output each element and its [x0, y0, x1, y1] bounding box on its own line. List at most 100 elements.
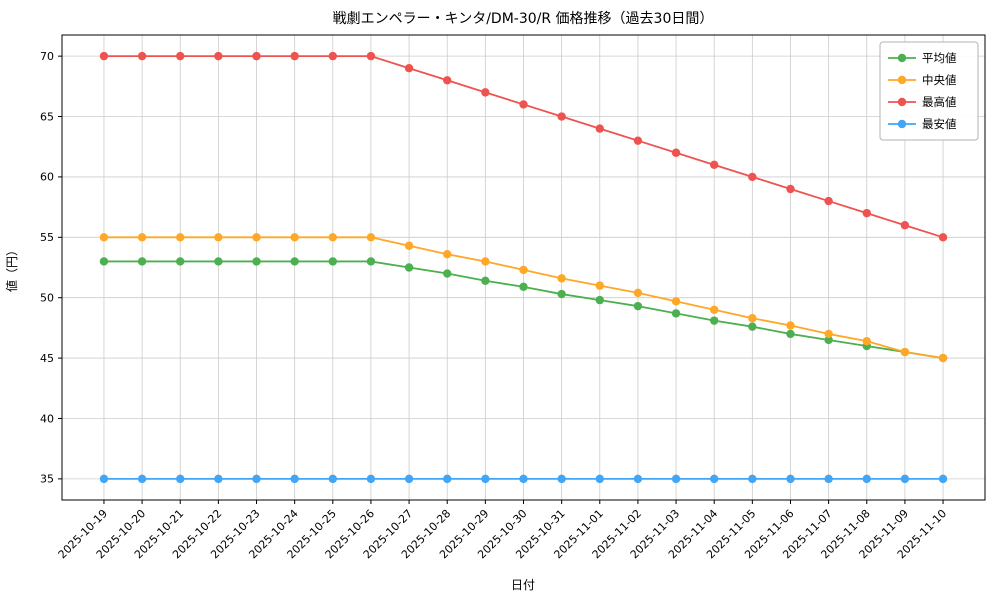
series-marker-平均値 — [557, 289, 566, 299]
series-marker-中央値 — [710, 305, 719, 314]
series-marker-中央値 — [633, 288, 643, 298]
series-marker-最高値 — [519, 100, 528, 109]
series-marker-中央値 — [481, 257, 490, 266]
series-marker-中央値 — [99, 233, 109, 242]
series-marker-最高値 — [900, 221, 910, 230]
legend-label: 中央値 — [922, 73, 957, 87]
legend-label: 最安値 — [922, 117, 957, 131]
series-marker-中央値 — [214, 233, 223, 242]
series-marker-平均値 — [595, 295, 604, 305]
series-marker-平均値 — [366, 257, 376, 266]
series-marker-最安値 — [938, 474, 948, 484]
y-tick-label: 50 — [40, 291, 54, 304]
series-marker-中央値 — [824, 329, 833, 339]
chart-dynamic-layer: 35404550556065702025-10-192025-10-202025… — [40, 34, 986, 561]
series-marker-最安値 — [137, 474, 147, 484]
series-marker-中央値 — [519, 265, 528, 275]
series-marker-最高値 — [214, 51, 223, 61]
series-marker-最高値 — [557, 112, 566, 121]
series-marker-最安値 — [99, 474, 109, 484]
series-marker-平均値 — [328, 257, 337, 266]
series-marker-最高値 — [328, 51, 337, 61]
series-marker-中央値 — [595, 281, 604, 290]
series-marker-最高値 — [366, 51, 376, 61]
series-marker-中央値 — [404, 241, 414, 250]
series-marker-平均値 — [519, 282, 528, 292]
series-marker-平均値 — [137, 257, 147, 266]
series-marker-平均値 — [824, 335, 833, 345]
series-marker-平均値 — [290, 257, 299, 266]
y-tick-label: 40 — [40, 412, 54, 425]
series-marker-最安値 — [252, 474, 261, 484]
series-marker-最安値 — [404, 474, 414, 484]
series-marker-平均値 — [214, 257, 223, 266]
series-marker-最安値 — [633, 474, 643, 484]
series-marker-最安値 — [214, 474, 223, 484]
series-marker-最高値 — [481, 88, 490, 97]
series-marker-平均値 — [252, 257, 261, 266]
series-marker-最高値 — [824, 196, 833, 206]
y-axis-label: 値（円） — [4, 244, 19, 292]
series-marker-最高値 — [252, 51, 261, 61]
series-marker-最安値 — [366, 474, 376, 484]
series-marker-平均値 — [710, 316, 719, 325]
series-marker-中央値 — [328, 233, 337, 242]
series-marker-最安値 — [748, 474, 757, 484]
series-marker-平均値 — [671, 309, 681, 318]
series-marker-平均値 — [99, 257, 109, 266]
series-marker-最高値 — [99, 51, 109, 61]
series-marker-中央値 — [366, 233, 376, 242]
series-marker-最高値 — [137, 51, 147, 61]
series-marker-最高値 — [671, 148, 681, 157]
series-marker-最安値 — [328, 474, 337, 484]
series-marker-最安値 — [595, 474, 604, 484]
series-marker-最高値 — [938, 233, 948, 242]
series-marker-中央値 — [176, 233, 185, 242]
series-marker-平均値 — [443, 269, 452, 278]
series-marker-最安値 — [519, 474, 528, 484]
legend-label: 最高値 — [922, 95, 957, 109]
x-axis-label: 日付 — [511, 578, 535, 592]
series-marker-最安値 — [824, 474, 833, 484]
series-marker-最安値 — [900, 474, 910, 484]
series-marker-最高値 — [748, 172, 757, 182]
series-marker-中央値 — [900, 347, 910, 357]
series-marker-最高値 — [595, 124, 604, 133]
legend-marker-sample — [897, 75, 907, 85]
series-marker-最高値 — [710, 160, 719, 170]
legend-box — [879, 41, 979, 141]
y-tick-label: 70 — [40, 50, 54, 63]
legend-marker-sample — [897, 97, 907, 107]
chart-title: 戦劇エンペラー・キンタ/DM-30/R 価格推移（過去30日間） — [333, 11, 714, 27]
series-marker-中央値 — [557, 274, 566, 283]
y-tick-label: 35 — [40, 473, 54, 486]
plot-border — [61, 34, 986, 501]
series-marker-中央値 — [290, 233, 299, 242]
series-marker-最高値 — [290, 51, 299, 61]
series-marker-最安値 — [671, 474, 681, 484]
series-marker-中央値 — [443, 250, 452, 259]
series-marker-中央値 — [671, 297, 681, 306]
y-tick-label: 60 — [40, 171, 54, 184]
legend-marker-sample — [897, 53, 907, 63]
series-marker-最高値 — [443, 76, 452, 85]
series-marker-中央値 — [137, 233, 147, 242]
series-marker-最高値 — [786, 184, 795, 194]
series-marker-平均値 — [633, 301, 643, 311]
series-marker-最安値 — [862, 474, 871, 484]
series-marker-最安値 — [290, 474, 299, 484]
y-tick-label: 45 — [40, 352, 54, 365]
series-marker-平均値 — [176, 257, 185, 266]
y-tick-label: 55 — [40, 231, 54, 244]
series-marker-最高値 — [633, 136, 643, 145]
series-marker-最安値 — [557, 474, 566, 484]
series-marker-中央値 — [252, 233, 261, 242]
series-marker-平均値 — [748, 322, 757, 331]
series-marker-中央値 — [786, 321, 795, 330]
legend-label: 平均値 — [922, 51, 957, 65]
series-marker-最安値 — [443, 474, 452, 484]
series-marker-平均値 — [404, 263, 414, 272]
series-marker-平均値 — [481, 276, 490, 285]
series-marker-最高値 — [404, 64, 414, 73]
